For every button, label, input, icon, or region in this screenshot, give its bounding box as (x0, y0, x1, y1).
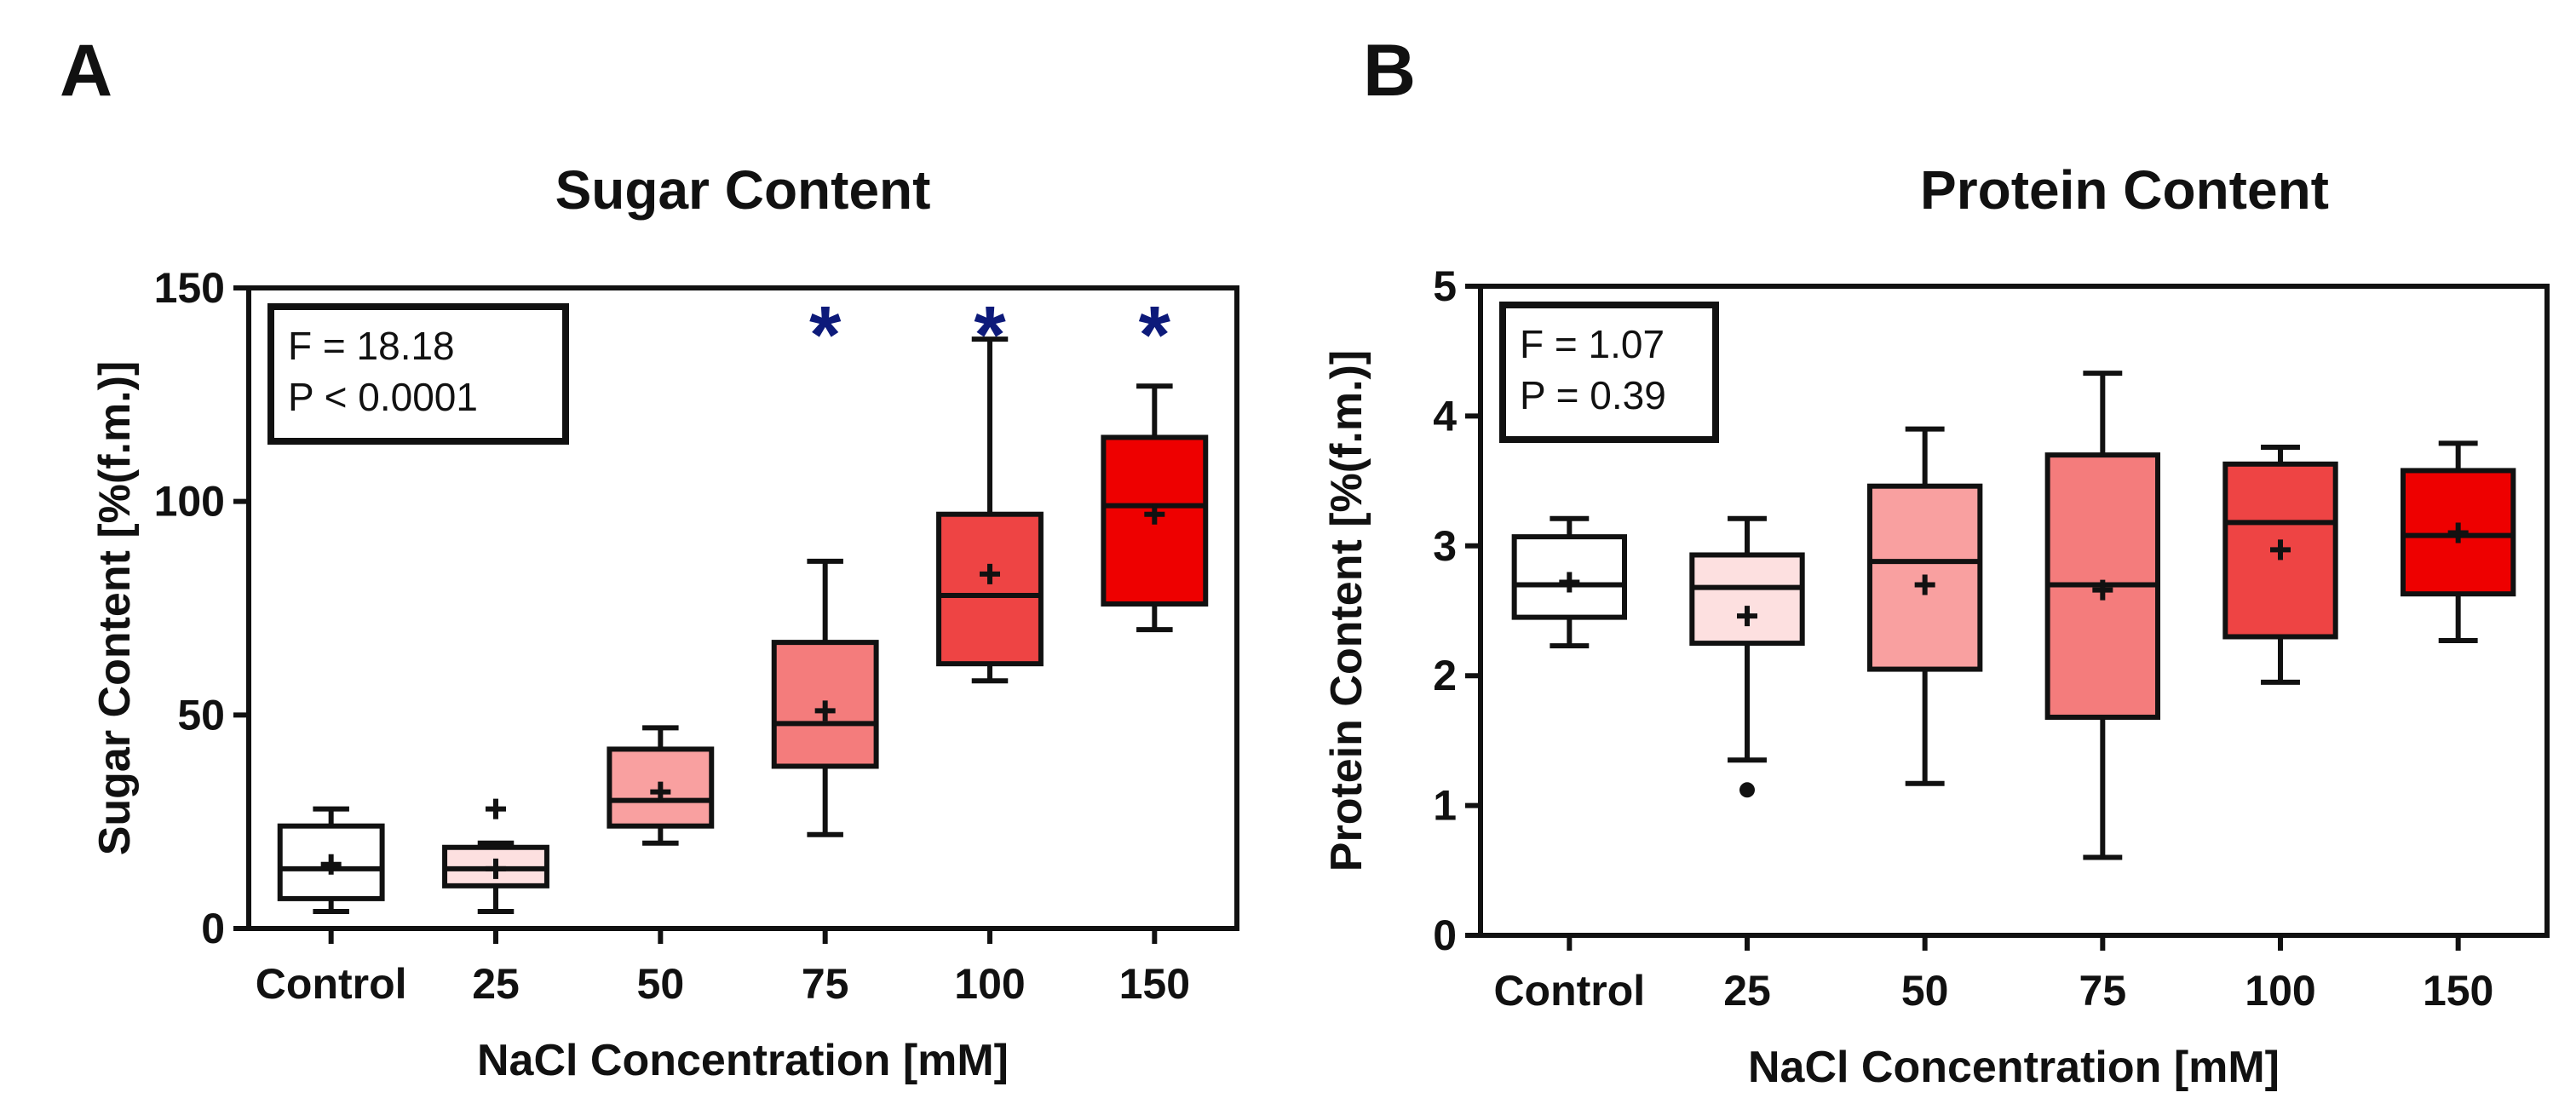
x-tick-label: 150 (2423, 967, 2493, 1015)
panel-letter-a: A (60, 30, 112, 112)
box-25 (442, 840, 549, 914)
y-tick-label: 1 (1433, 782, 1457, 830)
mean-marker (814, 700, 836, 722)
panel-a-chart: 0 50 100 150 Control 25 50 75 100 150 NaCl Concent… (90, 264, 1239, 1085)
box-Control (277, 806, 385, 914)
y-tick-label: 150 (154, 264, 225, 312)
x-tick-label: 25 (472, 960, 520, 1008)
mean-marker (2270, 539, 2291, 561)
stats-box (267, 303, 569, 445)
mean-marker (650, 781, 671, 802)
stats-line: P < 0.0001 (288, 375, 478, 419)
box-100 (936, 336, 1044, 684)
box-100 (2222, 444, 2338, 685)
y-axis-label: Sugar Content [%(f.m.)] (90, 361, 140, 856)
box-50 (1866, 426, 1983, 786)
mean-marker (320, 854, 342, 875)
x-axis-label: NaCl Concentration [mM] (1748, 1043, 2280, 1092)
plot-frame (246, 285, 1239, 931)
stats-line: F = 18.18 (288, 324, 455, 368)
mean-marker (486, 858, 506, 879)
box-150 (2400, 440, 2516, 644)
mean-marker (1144, 503, 1165, 525)
box-iqr (936, 511, 1044, 667)
y-tick-label: 100 (154, 478, 225, 526)
mean-marker (2447, 522, 2469, 543)
panel-b-chart: 0 1 2 3 4 5 Control 25 50 75 100 150 NaCl Concentrat… (1322, 262, 2550, 1092)
x-tick-label: Control (1493, 967, 1645, 1015)
y-tick-label: 0 (201, 905, 225, 952)
box-iqr (1689, 552, 1805, 647)
chart-title-a: Sugar Content (555, 159, 931, 221)
x-tick-label: 150 (1119, 960, 1190, 1008)
y-tick-label: 2 (1433, 652, 1457, 699)
mean-marker (1914, 574, 1935, 595)
stats-line: F = 1.07 (1520, 322, 1665, 366)
significance-star: * (809, 290, 842, 381)
box-75 (771, 558, 879, 837)
plot-frame (1478, 284, 2550, 938)
y-tick-label: 5 (1433, 262, 1457, 310)
box-iqr (1866, 483, 1983, 672)
x-tick-label: 25 (1723, 967, 1771, 1015)
significance-star: * (1139, 290, 1171, 381)
panel-letter-b: B (1363, 30, 1416, 112)
x-tick-label: 100 (954, 960, 1025, 1008)
box-150 (1101, 383, 1209, 633)
y-tick-label: 3 (1433, 522, 1457, 570)
chart-title-b: Protein Content (1920, 159, 2329, 221)
stats-box (1499, 302, 1719, 443)
mean-marker (2092, 579, 2113, 601)
outlier-point (1739, 782, 1755, 798)
x-tick-label: 75 (2079, 967, 2127, 1015)
box-50 (607, 725, 715, 846)
x-tick-label: 100 (2245, 967, 2315, 1015)
y-tick-label: 4 (1433, 392, 1457, 440)
x-axis-label: NaCl Concentration [mM] (477, 1036, 1009, 1085)
box-25 (1689, 515, 1805, 763)
significance-star: * (974, 290, 1006, 381)
y-axis-label: Protein Content [%(f.m.)] (1322, 350, 1371, 871)
x-tick-label: 50 (1901, 967, 1949, 1015)
mean-marker (1737, 606, 1757, 627)
y-tick-label: 0 (1433, 911, 1457, 959)
x-tick-label: Control (256, 960, 407, 1008)
mean-marker (1559, 572, 1580, 593)
mean-marker (980, 563, 1000, 584)
y-tick-label: 50 (177, 691, 225, 739)
x-tick-label: 75 (802, 960, 849, 1008)
mean-marker-extra (486, 798, 506, 819)
box-Control (1511, 515, 1628, 649)
x-tick-label: 50 (637, 960, 685, 1008)
stats-line: P = 0.39 (1520, 373, 1666, 417)
box-75 (2044, 371, 2161, 860)
